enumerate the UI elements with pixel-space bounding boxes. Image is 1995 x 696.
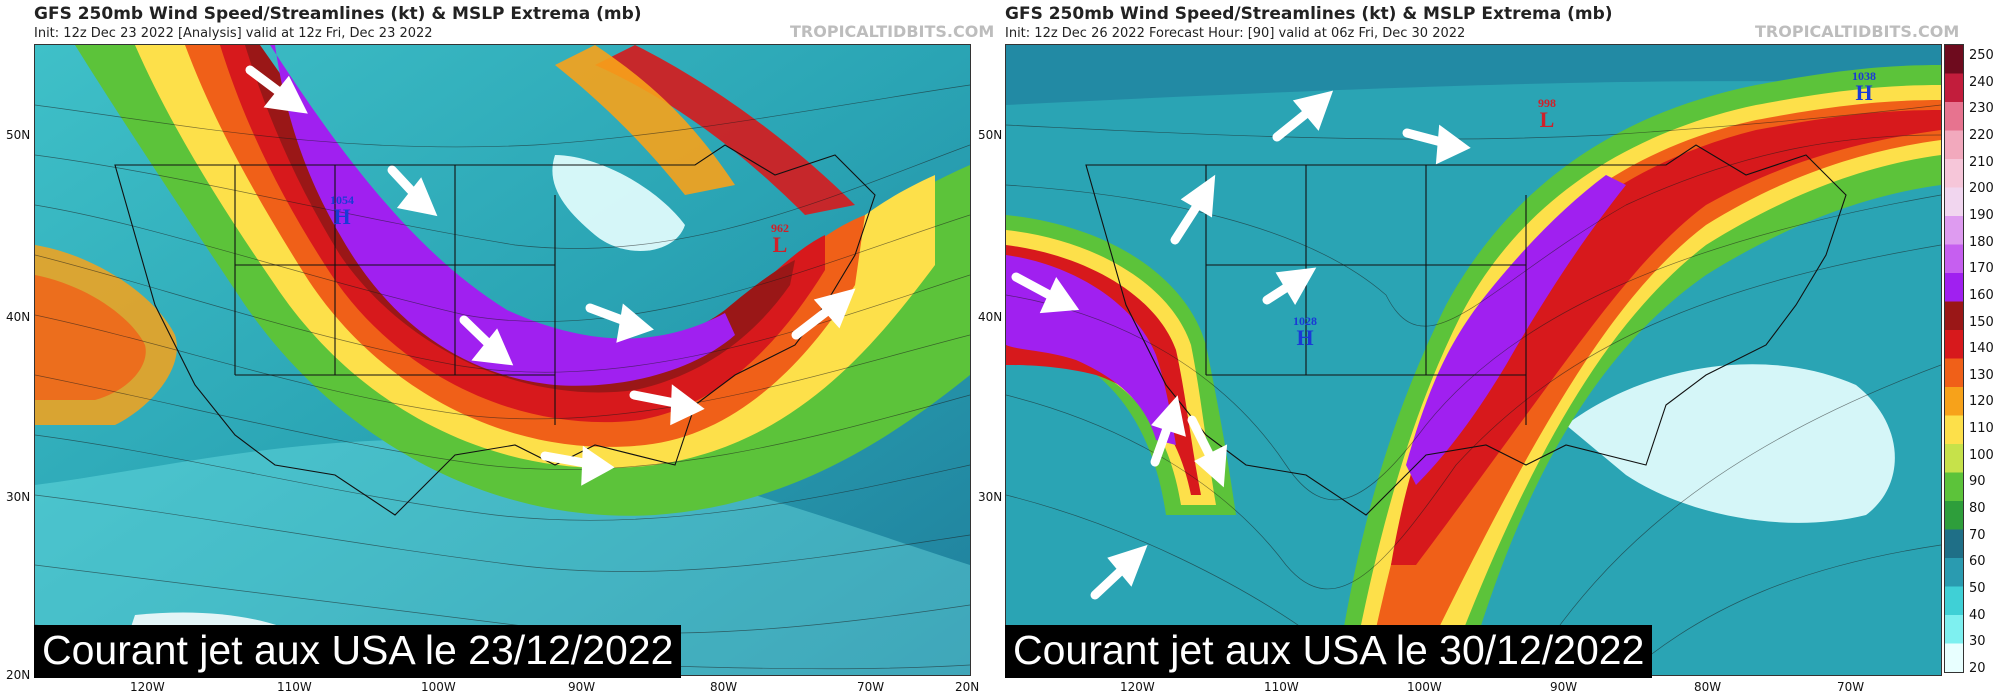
lon-label: 20N <box>955 680 980 694</box>
wind-map <box>34 44 971 676</box>
lon-label: 80W <box>1694 680 1722 694</box>
colorbar-tick-label: 150 <box>1969 314 1994 330</box>
init-line: Init: 12z Dec 26 2022 Forecast Hour: [90… <box>1005 26 1466 41</box>
jet-arrows <box>1011 90 1471 600</box>
colorbar-tick-label: 200 <box>1969 181 1994 197</box>
pressure-symbol: H <box>1296 325 1314 350</box>
lon-label: 110W <box>277 680 312 694</box>
colorbar-gradient <box>1945 45 1963 672</box>
lon-label: 110W <box>1264 680 1299 694</box>
colorbar-tick-label: 100 <box>1969 447 1994 463</box>
lon-label: 80W <box>710 680 738 694</box>
pressure-value: 1038 <box>1852 69 1876 83</box>
colorbar-tick-label: 180 <box>1969 234 1994 250</box>
colorbar-tick-label: 30 <box>1969 634 1986 650</box>
map-panel-dec23: GFS 250mb Wind Speed/Streamlines (kt) & … <box>0 0 994 696</box>
pressure-symbol: H <box>333 204 351 229</box>
colorbar-tick-label: 40 <box>1969 607 1986 623</box>
init-line: Init: 12z Dec 23 2022 [Analysis] valid a… <box>34 26 433 41</box>
lon-label: 70W <box>1837 680 1865 694</box>
wind-map <box>1005 44 1942 676</box>
colorbar-tick-label: 140 <box>1969 341 1994 357</box>
colorbar-tick-label: 230 <box>1969 101 1994 117</box>
pressure-value: 1054 <box>330 193 354 207</box>
lon-label: 120W <box>1120 680 1155 694</box>
lat-label: 50N <box>6 128 31 142</box>
watermark: TROPICALTIDBITS.COM <box>1755 22 1960 41</box>
colorbar-tick-label: 70 <box>1969 527 1986 543</box>
wind-speed-field <box>35 45 970 675</box>
colorbar-tick-label: 190 <box>1969 207 1994 223</box>
jet-arrow-icon <box>245 65 308 114</box>
lon-label: 90W <box>568 680 596 694</box>
colorbar-tick-label: 240 <box>1969 74 1994 90</box>
lon-label: 100W <box>421 680 456 694</box>
colorbar-tick-label: 220 <box>1969 127 1994 143</box>
colorbar-tick-label: 130 <box>1969 367 1994 383</box>
colorbar-tick-label: 110 <box>1969 421 1994 437</box>
colorbar-tick-label: 210 <box>1969 154 1994 170</box>
pressure-symbol: L <box>1539 107 1555 132</box>
colorbar-tick-label: 60 <box>1969 554 1986 570</box>
colorbar-tick-label: 160 <box>1969 287 1994 303</box>
jet-arrow-icon <box>1187 415 1228 488</box>
map-panel-dec30: GFS 250mb Wind Speed/Streamlines (kt) & … <box>975 0 1995 696</box>
low-pressure-center: 962 L <box>771 222 789 256</box>
jet-arrow-icon <box>791 288 856 340</box>
colorbar-tick-label: 20 <box>1969 661 1986 676</box>
pressure-symbol: H <box>1855 80 1873 105</box>
panel-title: GFS 250mb Wind Speed/Streamlines (kt) & … <box>34 4 642 24</box>
lon-label: 120W <box>130 680 165 694</box>
jet-arrow-icon <box>1150 395 1186 467</box>
jet-arrow-icon <box>1272 90 1334 142</box>
lat-label: 30N <box>978 490 1003 504</box>
high-pressure-center: 1038 H <box>1852 70 1876 104</box>
jet-arrow-icon <box>629 384 705 426</box>
jet-arrow-icon <box>387 165 438 217</box>
wind-speed-colorbar <box>1944 44 1964 673</box>
jet-arrows <box>245 65 856 486</box>
lat-label: 30N <box>6 490 31 504</box>
lat-label: 40N <box>978 310 1003 324</box>
jet-arrow-icon <box>1402 124 1471 165</box>
low-pressure-center: 998 L <box>1538 97 1556 131</box>
high-pressure-center: 1028 H <box>1293 315 1317 349</box>
colorbar-tick-label: 80 <box>1969 501 1986 517</box>
lon-label: 90W <box>1550 680 1578 694</box>
watermark: TROPICALTIDBITS.COM <box>790 22 995 41</box>
lon-label: 100W <box>1407 680 1442 694</box>
pressure-symbol: L <box>772 232 788 257</box>
caption: Courant jet aux USA le 30/12/2022 <box>1005 625 1653 678</box>
colorbar-tick-label: 50 <box>1969 581 1986 597</box>
pressure-value: 1028 <box>1293 314 1317 328</box>
colorbar-tick-label: 170 <box>1969 261 1994 277</box>
pressure-value: 962 <box>771 221 789 235</box>
jet-arrow-icon <box>1262 267 1317 305</box>
jet-arrow-icon <box>585 303 654 343</box>
jet-arrow-icon <box>1011 272 1080 314</box>
lat-label: 50N <box>978 128 1003 142</box>
panel-title: GFS 250mb Wind Speed/Streamlines (kt) & … <box>1005 4 1613 24</box>
high-pressure-center: 1054 H <box>330 194 354 228</box>
lat-label: 20N <box>6 668 31 682</box>
colorbar-tick-label: 250 <box>1969 48 1994 63</box>
lon-label: 70W <box>857 680 885 694</box>
colorbar-tick-label: 120 <box>1969 394 1994 410</box>
wind-speed-field <box>1006 45 1941 675</box>
caption: Courant jet aux USA le 23/12/2022 <box>34 625 682 678</box>
jet-arrow-icon <box>1090 544 1148 600</box>
jet-arrow-icon <box>540 445 615 486</box>
jet-arrow-icon <box>459 315 514 366</box>
jet-arrow-icon <box>1170 174 1216 245</box>
colorbar-tick-label: 90 <box>1969 474 1986 490</box>
pressure-value: 998 <box>1538 96 1556 110</box>
lat-label: 40N <box>6 310 31 324</box>
